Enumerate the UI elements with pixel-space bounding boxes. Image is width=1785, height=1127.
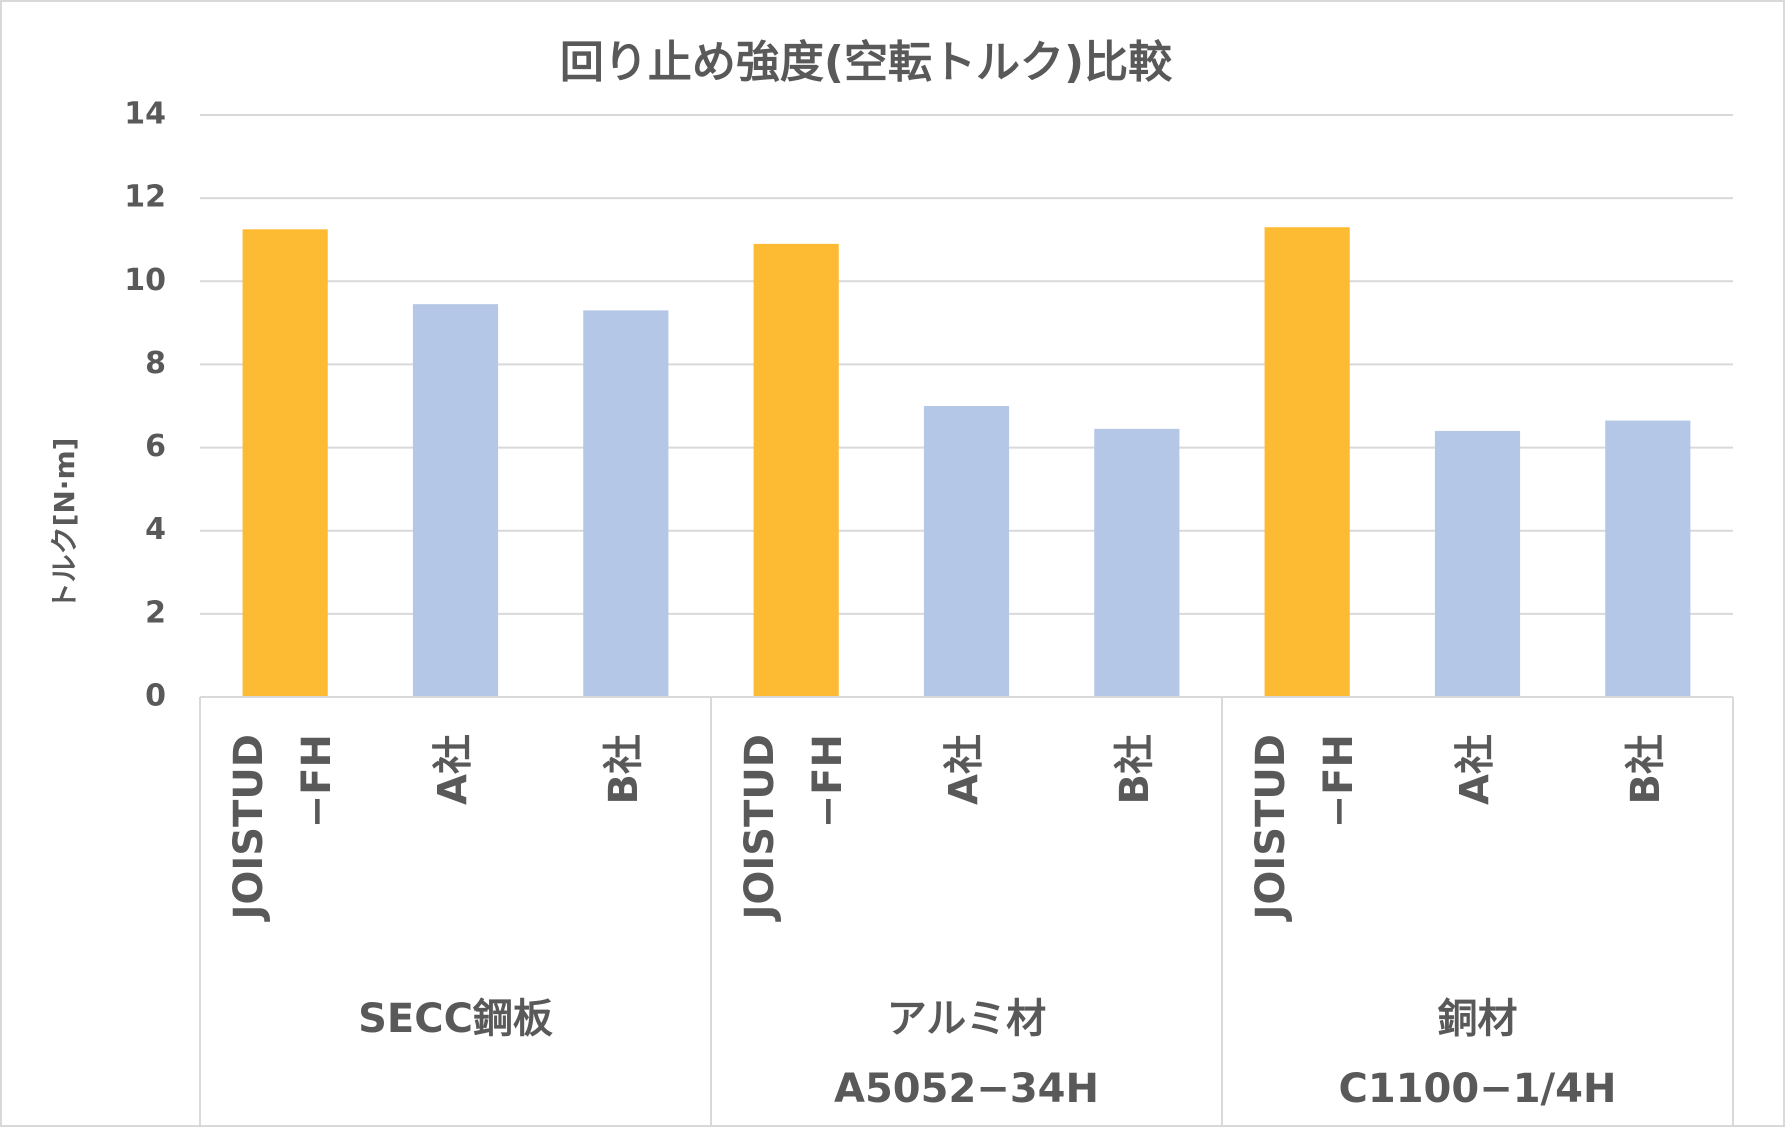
bar [1264,227,1350,697]
x-tick-label: B社 [1623,734,1669,805]
x-tick-label: A社 [942,734,988,805]
y-tick-label: 6 [145,429,166,464]
y-tick-label: 10 [124,263,166,298]
x-tick-label: JOISTUD [737,734,783,923]
bar [412,304,499,697]
bar [1434,430,1521,697]
x-tick-label: −FH [805,734,851,828]
x-tick-label: JOISTUD [226,734,272,923]
x-tick-label: −FH [1316,734,1362,828]
group-label: アルミ材 [887,996,1047,1042]
group-label: SECC鋼板 [358,996,553,1042]
bar [1094,428,1180,697]
bar [1605,420,1691,697]
y-tick-label: 14 [124,97,166,132]
x-tick-label: A社 [1453,734,1499,805]
y-tick-label: 4 [145,512,166,547]
x-tick-label: −FH [294,734,340,828]
bar [753,243,839,697]
x-tick-label: JOISTUD [1248,734,1294,923]
bar [242,229,328,698]
y-tick-label: 12 [124,180,166,215]
group-label: 銅材 [1438,996,1518,1042]
group-label: A5052−34H [834,1066,1099,1112]
bar [583,310,669,697]
group-label: C1100−1/4H [1339,1066,1617,1112]
x-tick-label: B社 [1112,734,1158,805]
y-axis-label: トルク[N·m] [48,438,81,611]
x-tick-label: B社 [601,734,647,805]
bar [923,406,1010,697]
x-tick-label: A社 [431,734,477,805]
y-tick-label: 8 [145,346,166,381]
y-tick-label: 2 [145,595,166,630]
chart-title: 回り止め強度(空転トルク)比較 [560,37,1173,88]
y-tick-label: 0 [145,679,166,714]
